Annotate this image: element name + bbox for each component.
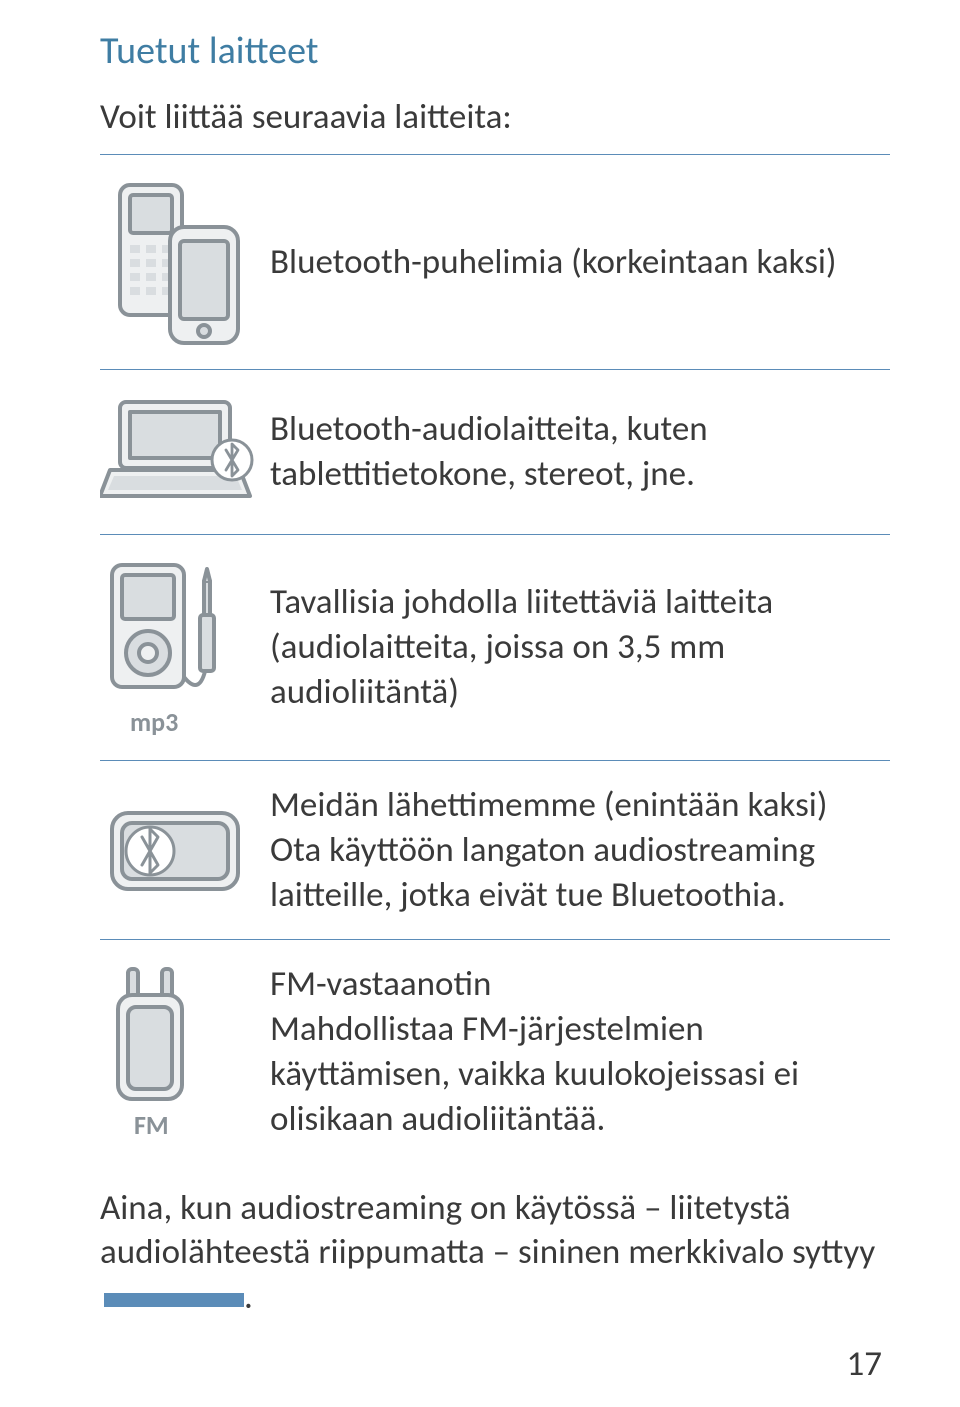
section-heading: Tuetut laitteet (100, 28, 890, 74)
intro-text: Voit liittää seuraavia laitteita: (100, 96, 890, 138)
page-number: 17 (847, 1343, 882, 1385)
device-row: Meidän lähettimemme (enintään kaksi) Ota… (100, 760, 890, 939)
fm-label: FM (134, 1109, 169, 1141)
device-row: mp3 Tavallisia johdolla liitettäviä lait… (100, 534, 890, 760)
device-text: Tavallisia johdolla liitettäviä laitteit… (270, 580, 890, 714)
transmitter-icon (100, 795, 270, 905)
bottom-punct: . (244, 1276, 253, 1318)
device-row: Bluetooth-audiolaitteita, kuten tabletti… (100, 369, 890, 534)
laptop-bluetooth-icon (100, 392, 270, 512)
bottom-note: Aina, kun audiostreaming on käytössä – l… (100, 1186, 890, 1320)
device-text: FM-vastaanotin Mahdollistaa FM-järjestel… (270, 962, 890, 1141)
device-row: FM FM-vastaanotin Mahdollistaa FM-järjes… (100, 939, 890, 1163)
phones-icon (100, 177, 270, 347)
mp3-label: mp3 (130, 706, 178, 738)
device-text: Meidän lähettimemme (enintään kaksi) Ota… (270, 783, 890, 917)
led-indicator-icon (104, 1293, 244, 1307)
device-text: Bluetooth-audiolaitteita, kuten tabletti… (270, 407, 890, 497)
device-row: Bluetooth-puhelimia (korkeintaan kaksi) (100, 154, 890, 369)
mp3-jack-icon: mp3 (100, 557, 270, 738)
device-text: Bluetooth-puhelimia (korkeintaan kaksi) (270, 240, 890, 285)
fm-receiver-icon: FM (100, 963, 270, 1141)
bottom-text: Aina, kun audiostreaming on käytössä – l… (100, 1187, 875, 1274)
